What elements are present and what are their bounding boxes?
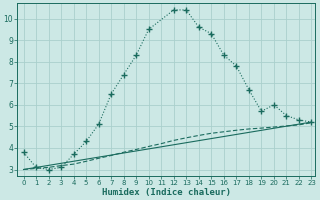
X-axis label: Humidex (Indice chaleur): Humidex (Indice chaleur) [102,188,231,197]
